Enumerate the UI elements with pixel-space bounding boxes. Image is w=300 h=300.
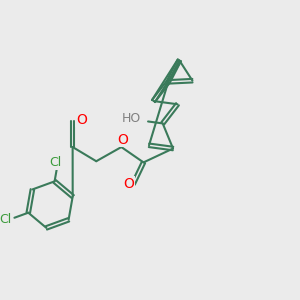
Text: O: O	[123, 177, 134, 191]
Text: HO: HO	[122, 112, 141, 125]
Text: Cl: Cl	[50, 156, 62, 169]
Text: Cl: Cl	[0, 213, 12, 226]
Text: O: O	[117, 133, 128, 147]
Text: O: O	[76, 112, 87, 127]
